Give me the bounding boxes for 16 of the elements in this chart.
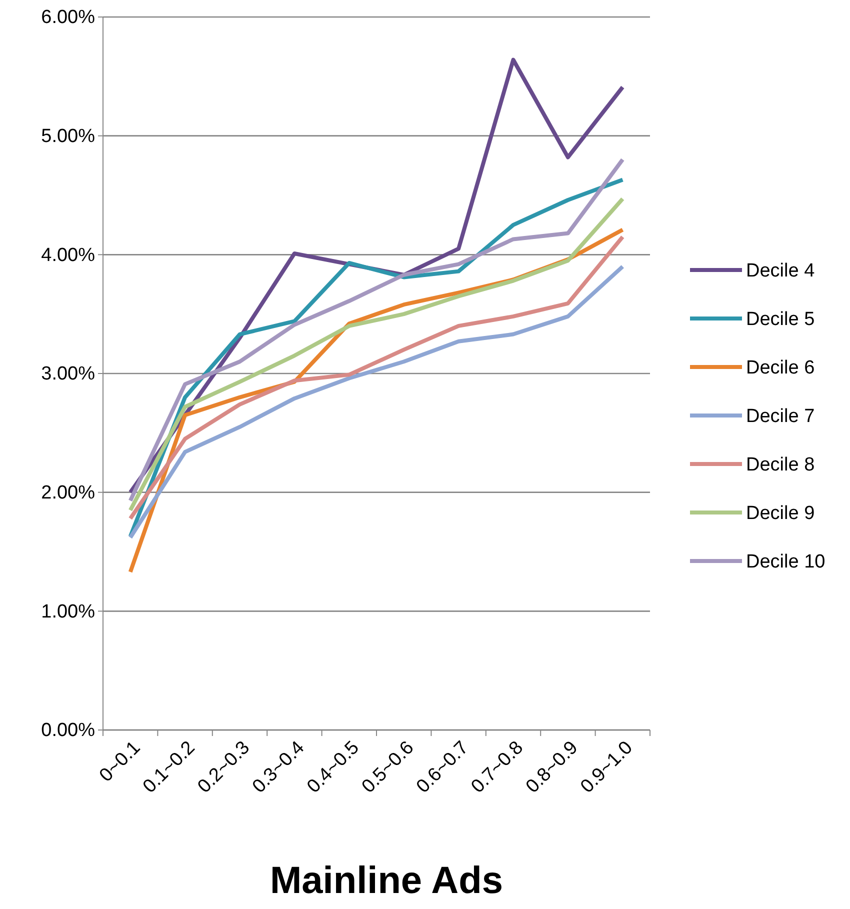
legend-label: Decile 10 xyxy=(746,552,826,573)
y-tick-label: 3.00% xyxy=(41,364,96,385)
x-axis-title: Mainline Ads xyxy=(270,860,503,902)
y-tick-label: 6.00% xyxy=(41,7,96,28)
y-tick-label: 0.00% xyxy=(41,720,96,742)
line-series xyxy=(128,264,625,540)
legend-label: Decile 7 xyxy=(746,406,815,428)
legend-label: Decile 5 xyxy=(746,309,815,330)
legend-label: Decile 8 xyxy=(746,454,815,476)
y-tick-label: 1.00% xyxy=(41,601,96,622)
legend-label: Decile 4 xyxy=(746,260,816,282)
y-tick-label: 5.00% xyxy=(41,126,96,147)
y-tick-label: 2.00% xyxy=(41,482,96,504)
legend-label: Decile 9 xyxy=(746,503,815,524)
y-tick-label: 4.00% xyxy=(41,244,96,266)
legend-label: Decile 6 xyxy=(746,358,815,379)
